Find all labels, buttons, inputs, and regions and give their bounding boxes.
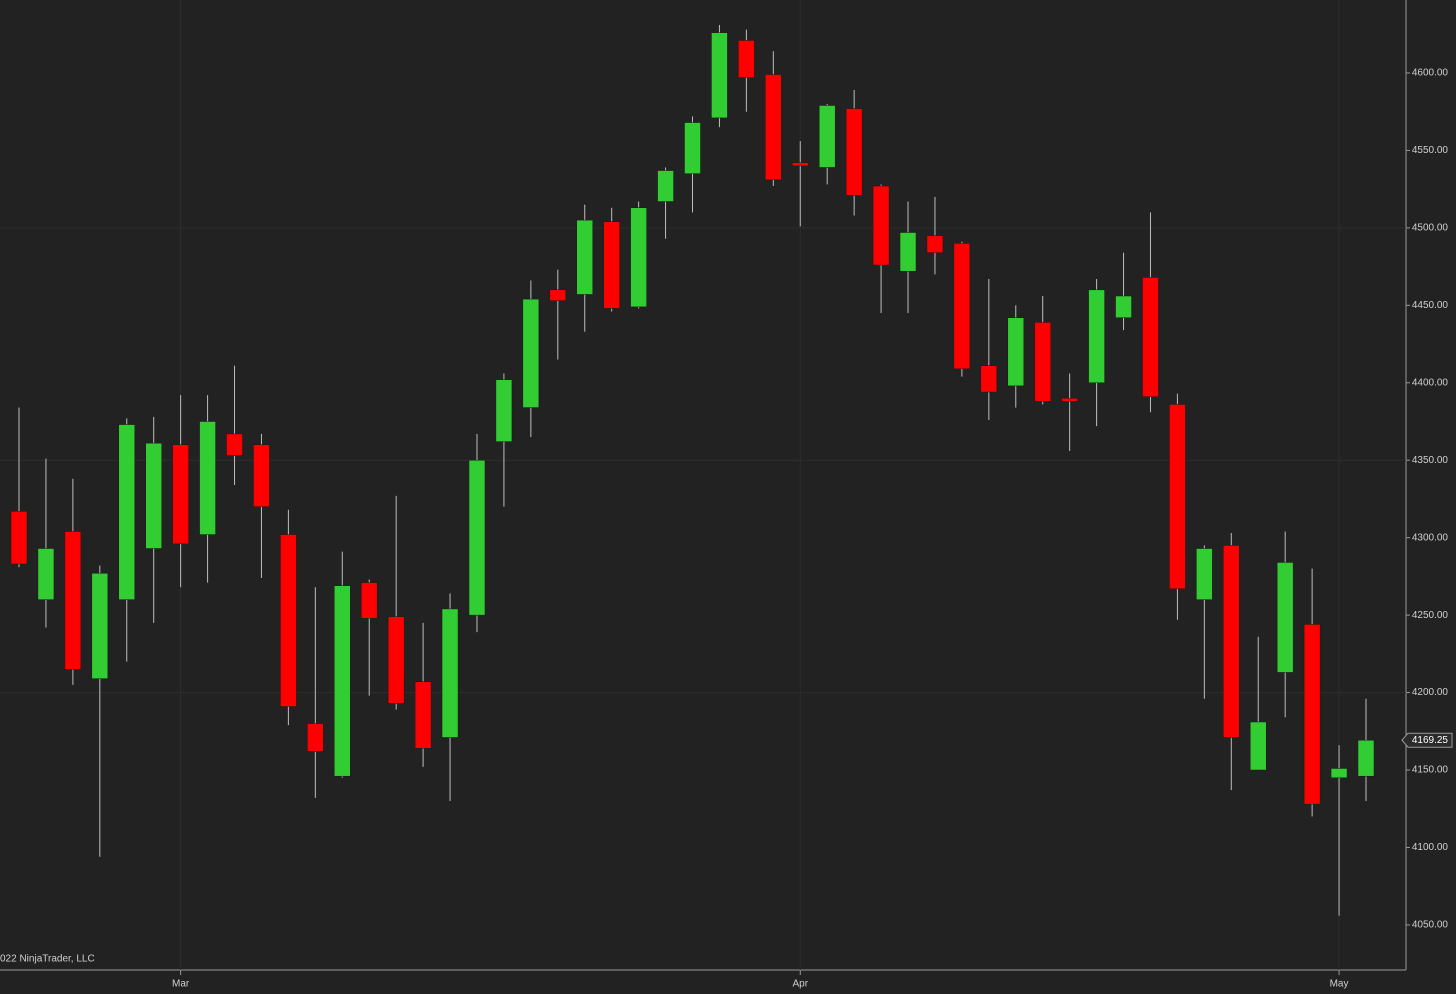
candle-body [684, 122, 701, 174]
candle-body [899, 232, 917, 272]
candle-body [872, 185, 890, 266]
y-tick-label: 4400.00 [1412, 377, 1449, 388]
candle-body [576, 219, 593, 295]
candle-body [1088, 289, 1105, 384]
candle-body [118, 424, 136, 600]
copyright: 022 NinjaTrader, LLC [0, 954, 95, 965]
candle-body [226, 433, 243, 456]
y-tick-label: 4050.00 [1412, 920, 1449, 931]
y-tick-label: 4550.00 [1412, 145, 1449, 156]
candle-body [10, 511, 28, 565]
candle-body [1249, 721, 1267, 771]
candle-body [630, 207, 647, 308]
candle-body [953, 243, 971, 370]
candle-body [1276, 562, 1294, 673]
candle-body [172, 444, 189, 545]
y-tick-label: 4350.00 [1412, 455, 1449, 466]
candle-body [980, 365, 998, 393]
candle-body [1196, 548, 1213, 600]
candle-body [1007, 317, 1025, 387]
candle-body [1330, 768, 1348, 779]
last-price-label: 4169.25 [1412, 735, 1449, 746]
candle-body [1061, 398, 1078, 402]
candle-body [495, 379, 513, 442]
candle-body [441, 608, 459, 738]
candle-body [926, 235, 944, 253]
last-price-marker [1401, 732, 1453, 748]
y-tick-label: 4450.00 [1412, 300, 1449, 311]
candle-body [414, 681, 432, 749]
candle-body [549, 289, 567, 301]
candle-body [334, 585, 351, 777]
candle-body [1142, 277, 1159, 397]
candle-body [387, 616, 405, 704]
y-tick-label: 4300.00 [1412, 532, 1449, 543]
candle-body [307, 723, 324, 752]
candle-body [1303, 624, 1321, 805]
candle-body [711, 32, 728, 119]
y-tick-label: 4250.00 [1412, 610, 1449, 621]
candle-body [603, 221, 620, 309]
candle-body [1223, 545, 1240, 738]
x-tick-label: May [1330, 979, 1349, 990]
candle-body [37, 548, 55, 600]
candle-body [468, 459, 486, 616]
candle-body [280, 534, 297, 707]
candle-body [91, 573, 109, 679]
y-tick-label: 4600.00 [1412, 68, 1449, 79]
candle-body [765, 74, 782, 181]
candle-body [738, 40, 755, 78]
candle-body [522, 298, 540, 408]
candle-body [657, 170, 674, 202]
y-tick-label: 4100.00 [1412, 842, 1449, 853]
x-tick-label: Apr [792, 979, 808, 990]
y-tick-label: 4200.00 [1412, 687, 1449, 698]
candle-body [792, 162, 809, 167]
candle-body [818, 105, 836, 168]
candle-body [1357, 739, 1375, 777]
candle-body [360, 582, 378, 619]
y-tick-label: 4500.00 [1412, 223, 1449, 234]
candle-body [199, 421, 216, 535]
candle-body [845, 108, 863, 196]
candle-body [1169, 404, 1186, 590]
candle-body [253, 444, 270, 507]
y-tick-label: 4150.00 [1412, 765, 1449, 776]
candle-body [1115, 295, 1132, 318]
x-tick-label: Mar [172, 979, 190, 990]
candle-body [145, 442, 162, 549]
candle-body [1034, 322, 1051, 402]
candle-body [64, 531, 82, 670]
